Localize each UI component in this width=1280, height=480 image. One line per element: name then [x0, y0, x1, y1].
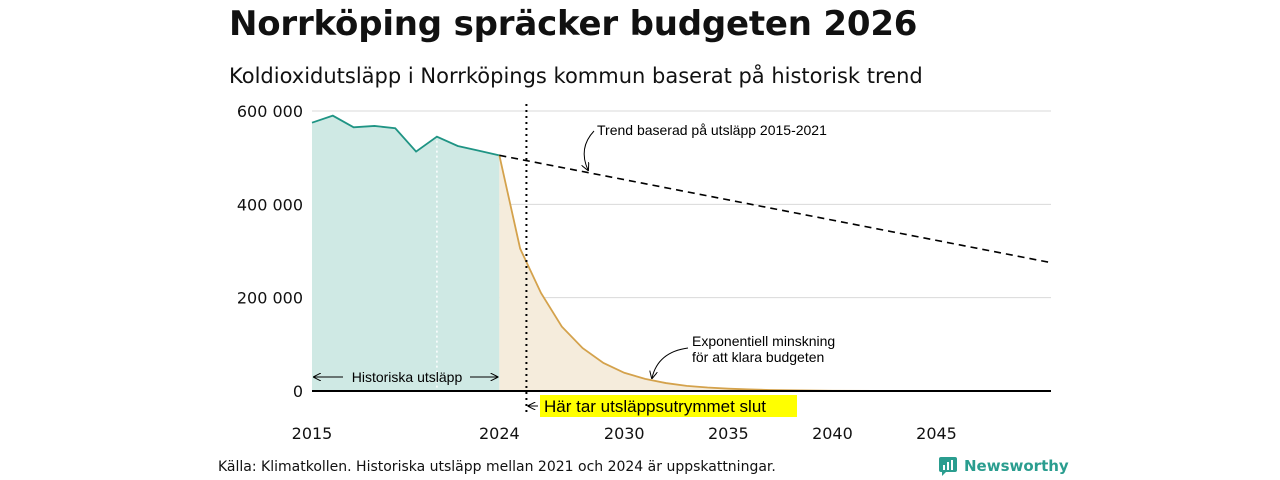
area-fills [312, 115, 1051, 392]
exp-label-line2: för att klara budgeten [692, 349, 824, 365]
y-tick-label: 200 000 [237, 289, 303, 308]
x-tick-label: 2035 [708, 424, 749, 443]
newsworthy-logo-icon [939, 457, 957, 476]
axes: 0 200 000 400 000 600 000 2015 2024 2030 2035 20… [237, 102, 1051, 443]
source-note: Källa: Klimatkollen. Historiska utsläpp … [218, 459, 776, 475]
x-tick-label: 2015 [292, 424, 333, 443]
annotations: Historiska utsläpp Trend baserad på utslä… [314, 104, 835, 417]
trend-label: Trend baserad på utsläpp 2015-2021 [597, 122, 827, 138]
chart-title: Norrköping spräcker budgeten 2026 [229, 4, 918, 44]
y-tick-label: 600 000 [237, 102, 303, 121]
brand[interactable]: Newsworthy [938, 456, 1069, 476]
budget-area [499, 155, 1051, 391]
chart-subtitle: Koldioxidutsläpp i Norrköpings kommun ba… [229, 64, 923, 88]
hist-range-label: Historiska utsläpp [352, 369, 463, 385]
historical-area [312, 115, 500, 392]
brand-name: Newsworthy [964, 457, 1069, 475]
historical-line [311, 114, 500, 157]
y-tick-label: 0 [293, 382, 303, 401]
budget-end-label: Här tar utsläppsutrymmet slut [544, 397, 766, 416]
trend-line [499, 154, 1052, 264]
x-tick-label: 2040 [812, 424, 853, 443]
exp-callout-arrow [652, 347, 689, 378]
budget-end-highlight [540, 395, 797, 417]
exp-label-line1: Exponentiell minskning [692, 333, 835, 349]
x-tick-label: 2024 [479, 424, 520, 443]
y-tick-label: 400 000 [237, 195, 303, 214]
x-tick-label: 2030 [604, 424, 645, 443]
x-tick-label: 2045 [916, 424, 957, 443]
trend-callout-arrow [584, 130, 595, 170]
